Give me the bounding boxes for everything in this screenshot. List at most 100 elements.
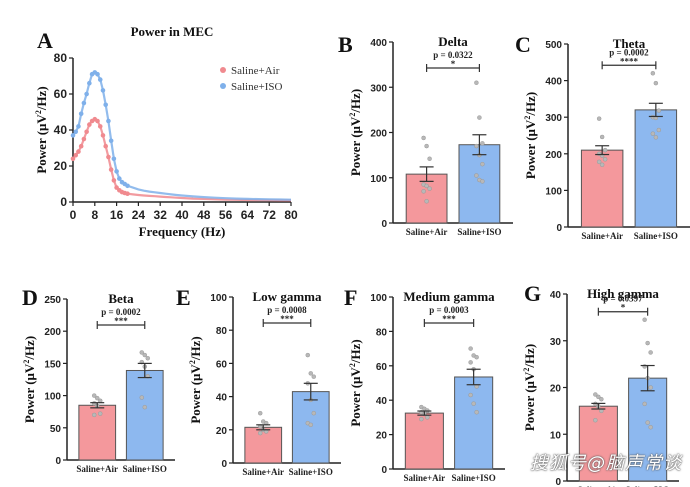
panel-b-bar-0-point — [427, 156, 432, 161]
panel-a-series-1-point — [103, 102, 108, 108]
panel-a-series-0-point — [100, 133, 106, 138]
panel-a-series-1-point — [84, 91, 89, 97]
panel-c-bar-1-point — [653, 135, 659, 140]
panel-b-bar-1-point — [477, 115, 482, 120]
panel-b-bar-1-point — [480, 161, 485, 167]
panel-a-series-0-point — [70, 156, 76, 162]
legend-item-1-label: Saline+ISO — [231, 81, 282, 93]
panel-f-xtick-label: Saline+Air — [404, 473, 446, 483]
panel-a-series-0-point — [108, 167, 114, 172]
panel-d-bar-1-point — [139, 350, 145, 355]
panel-a-series-0-line — [72, 117, 291, 202]
panel-f-ytick-label: 0 — [381, 465, 387, 476]
panel-f-bar-0-point — [425, 415, 430, 420]
panel-e-bar-1-point — [311, 374, 317, 379]
panel-e-ytick-label: 0 — [221, 459, 227, 470]
panel-e-ytick-label: 60 — [216, 359, 228, 370]
panel-f-bar-1-point — [468, 360, 473, 365]
panel-b-ytick-label: 0 — [381, 219, 387, 230]
panel-e-xtick-label: Saline+Air — [242, 467, 284, 477]
panel-d-bar-1 — [125, 369, 164, 461]
panel-a-series-1-point — [114, 169, 119, 174]
panel-f-significance: *** — [442, 314, 456, 324]
panel-a-xtick-label: 64 — [241, 208, 255, 222]
panel-b-letter: B — [338, 32, 353, 57]
panel-a-letter: A — [37, 28, 53, 53]
panel-a-ytick-label: 60 — [54, 87, 68, 101]
panel-a-series-1-point — [81, 100, 87, 106]
panel-f-bar-1 — [454, 376, 494, 470]
panel-c-xtick-label: Saline+Air — [581, 231, 623, 241]
panel-f-bar-0 — [404, 412, 444, 470]
panel-a-series-1-point — [76, 124, 81, 129]
panel-c-bar-1-point — [656, 127, 662, 133]
panel-d-ytick-label: 50 — [50, 424, 62, 435]
legend-item-0-marker — [220, 67, 226, 73]
panel-d-ytick-label: 100 — [44, 392, 61, 403]
panel-c-ytick-label: 300 — [545, 113, 562, 124]
panel-c-bar-0-point — [599, 134, 605, 140]
panel-c-bar-0-point — [599, 162, 605, 168]
panel-g-ytick-label: 10 — [550, 430, 562, 441]
panel-e-xtick-label: Saline+ISO — [289, 467, 333, 477]
panel-g-ytick-label: 30 — [550, 337, 562, 348]
panel-d-xtick-label: Saline+Air — [76, 464, 118, 474]
panel-f-ylabel: Power (μV2/Hz) — [348, 339, 363, 426]
panel-f-title: Medium gamma — [403, 289, 495, 304]
panel-a-ytick-label: 80 — [54, 51, 68, 65]
panel-d-bar-0-point — [94, 395, 100, 401]
panel-e-ytick-label: 40 — [216, 393, 228, 404]
panel-a-series-1-point — [70, 133, 76, 138]
panel-e-bar-1-point — [308, 422, 314, 428]
panel-c-ytick-label: 400 — [545, 77, 562, 88]
panel-g-bar-1-point — [645, 340, 650, 346]
panel-a-series-1-point — [111, 156, 117, 162]
panel-c-significance: **** — [620, 56, 639, 66]
panel-f-bar-1-point — [468, 392, 473, 398]
panel-g-letter: G — [524, 281, 541, 306]
panel-a-series-0-point — [87, 122, 92, 127]
panel-a-series-1-point — [108, 138, 114, 144]
panel-a-xtick-label: 40 — [175, 208, 189, 222]
panel-d-bar-1-point — [142, 404, 148, 410]
panel-b-ytick-label: 300 — [370, 83, 387, 94]
panel-f-ytick-label: 40 — [376, 396, 388, 407]
panel-b-bar-1-point — [474, 80, 479, 85]
panel-e-significance: *** — [280, 314, 294, 324]
panel-e-bar-1-point — [308, 371, 314, 376]
panel-b-bar-0-point — [424, 183, 429, 189]
panel-e-bar-1-point — [311, 410, 317, 416]
panel-c-ytick-label: 200 — [545, 150, 562, 161]
panel-d-bar-0-point — [91, 393, 97, 398]
panel-c-bar-0-point — [596, 116, 602, 121]
panel-d-ytick-label: 150 — [44, 359, 61, 370]
panel-g-bar-1-point — [642, 401, 647, 407]
panel-a-ytick-label: 0 — [60, 195, 67, 209]
panel-b-ytick-label: 200 — [370, 129, 387, 140]
panel-e-ytick-label: 100 — [210, 293, 227, 304]
panel-a-series-1-point — [106, 118, 111, 124]
panel-g-bar-0-point — [599, 396, 604, 402]
panel-a-xtick-label: 72 — [263, 208, 277, 222]
panel-e-bar-1-point — [305, 352, 311, 358]
panel-c-p-value: p = 0.0002 — [609, 47, 649, 57]
panel-a-series-1-point — [125, 183, 130, 189]
panel-g-bar-0-point — [593, 417, 598, 423]
panel-a-series-0-point — [95, 118, 100, 124]
panel-a-ytick-label: 20 — [54, 159, 68, 173]
panel-e-bar-1 — [291, 391, 330, 464]
panel-g-title: High gamma — [587, 286, 659, 301]
panel-a-series-0-point — [106, 154, 111, 160]
panel-b-bar-0-point — [424, 199, 429, 204]
panel-a-series-1-point — [78, 111, 84, 117]
panel-f-p-value: p = 0.0003 — [429, 305, 469, 315]
panel-g-bar-1-point — [648, 424, 653, 430]
panel-g-significance: * — [621, 303, 626, 313]
panel-a-series-0-point — [97, 124, 103, 129]
panel-g-p-value: p = 0.0397 — [603, 294, 643, 304]
panel-a-ylabel: Power (μV2/Hz) — [34, 86, 49, 173]
panel-f-letter: F — [344, 285, 357, 310]
panel-c-xtick-label: Saline+ISO — [634, 231, 678, 241]
panel-c-bar-0-point — [602, 147, 608, 153]
panel-d-bar-1-point — [139, 395, 145, 400]
